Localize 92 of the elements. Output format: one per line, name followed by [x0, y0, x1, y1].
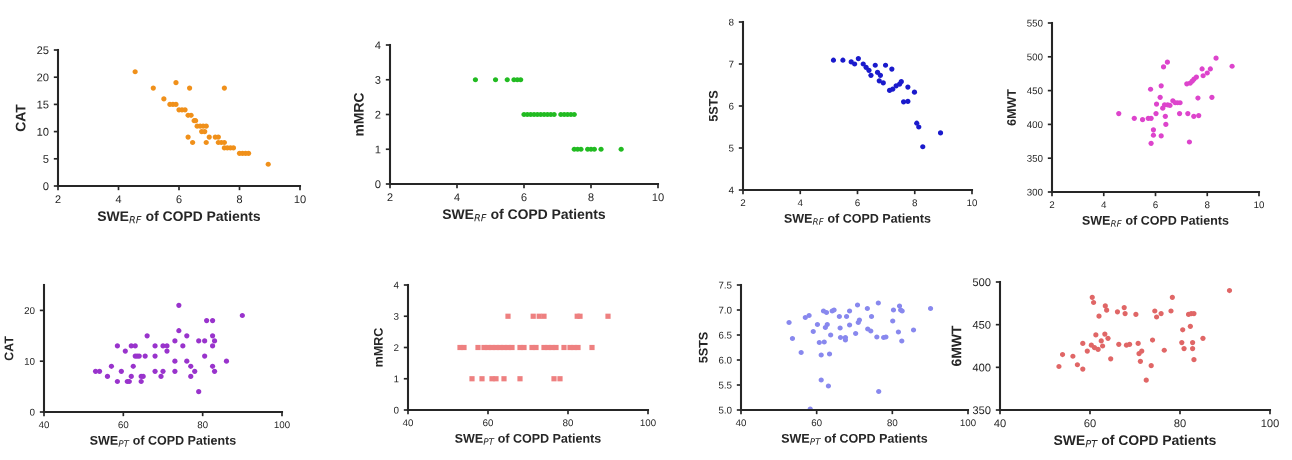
x-tick-label: 4 — [797, 199, 803, 207]
x-tick-label: 100 — [1261, 419, 1279, 428]
x-axis-title: SWE$_{PT}$ of COPD Patients — [781, 433, 928, 445]
x-tick-label: 40 — [402, 419, 414, 427]
x-tick-label: 80 — [197, 421, 208, 429]
y-tick-label: 15 — [37, 100, 49, 109]
x-tick-label: 100 — [640, 419, 656, 427]
y-tick-label: 20 — [37, 73, 49, 82]
y-tick-label: 8 — [728, 18, 734, 26]
x-axis-title: SWE$_{PT}$ of COPD Patients — [90, 435, 236, 447]
y-tick-label: 0 — [375, 180, 381, 189]
x-axis-title: SWE$_{RF}$ of COPD Patients — [784, 213, 931, 225]
y-tick-label: 0 — [393, 406, 399, 414]
y-tick-label: 6.5 — [718, 331, 732, 339]
x-tick-label: 40 — [735, 419, 747, 427]
x-tick-label: 10 — [1254, 201, 1265, 209]
y-tick-label: 350 — [1027, 154, 1043, 162]
x-tick-label: 8 — [912, 199, 918, 207]
y-tick-label: 0 — [29, 408, 35, 416]
y-axis-title: mMRC — [353, 92, 364, 136]
y-tick-label: 5.0 — [718, 406, 732, 414]
y-tick-label: 20 — [24, 307, 35, 315]
x-axis-title: SWE$_{RF}$ of COPD Patients — [1082, 215, 1229, 227]
x-axis-title: SWE$_{RF}$ of COPD Patients — [442, 208, 606, 222]
y-tick-label: 550 — [1027, 19, 1043, 27]
y-axis-title: 6MWT — [951, 325, 962, 366]
x-tick-label: 10 — [294, 195, 306, 204]
x-tick-label: 60 — [1084, 419, 1096, 428]
x-tick-label: 6 — [176, 195, 182, 204]
x-tick-label: 60 — [811, 419, 822, 427]
x-tick-label: 10 — [652, 193, 664, 202]
y-axis-title: 6MWT — [1007, 89, 1016, 126]
y-tick-label: 5 — [728, 144, 734, 152]
x-tick-label: 80 — [563, 419, 574, 427]
x-tick-label: 4 — [115, 195, 122, 204]
y-tick-label: 6 — [729, 102, 734, 110]
x-tick-label: 2 — [1049, 201, 1055, 209]
x-tick-label: 100 — [960, 419, 976, 427]
x-tick-label: 2 — [55, 195, 61, 204]
y-tick-label: 400 — [1026, 121, 1043, 129]
y-tick-label: 300 — [1027, 188, 1043, 196]
x-tick-label: 40 — [38, 421, 50, 429]
y-tick-label: 10 — [24, 357, 35, 365]
x-tick-label: 8 — [236, 195, 243, 204]
y-tick-label: 4 — [375, 41, 381, 50]
y-tick-label: 3 — [375, 76, 381, 84]
x-tick-label: 60 — [483, 419, 494, 427]
x-axis-title: SWE$_{PT}$ of COPD Patients — [455, 433, 601, 445]
y-tick-label: 500 — [972, 278, 991, 287]
x-tick-label: 8 — [588, 193, 594, 202]
y-tick-label: 450 — [1026, 87, 1043, 95]
y-tick-label: 2 — [394, 344, 399, 352]
y-axis-title: mMRC — [373, 328, 383, 367]
x-tick-label: 8 — [1204, 201, 1210, 209]
y-tick-label: 450 — [972, 320, 991, 329]
y-tick-label: 1 — [375, 145, 381, 154]
y-tick-label: 10 — [37, 127, 49, 136]
y-tick-label: 400 — [972, 363, 991, 372]
x-tick-label: 80 — [1174, 419, 1186, 428]
y-tick-label: 25 — [37, 46, 49, 55]
y-tick-label: 7 — [729, 60, 734, 68]
x-tick-label: 4 — [454, 193, 460, 202]
x-tick-label: 80 — [887, 419, 898, 427]
x-tick-label: 2 — [740, 199, 746, 207]
x-axis-title: SWE$_{PT}$ of COPD Patients — [1053, 434, 1216, 448]
y-tick-label: 1 — [394, 375, 399, 383]
y-axis-title: CAT — [15, 104, 26, 132]
y-axis-title: CAT — [4, 336, 14, 361]
y-tick-label: 4 — [728, 186, 734, 194]
y-tick-label: 500 — [1027, 53, 1043, 61]
y-tick-label: 7.0 — [718, 306, 732, 314]
x-tick-label: 4 — [1101, 201, 1107, 209]
y-tick-label: 5 — [43, 155, 49, 163]
y-tick-label: 5.5 — [718, 381, 732, 389]
y-tick-label: 350 — [972, 406, 991, 415]
y-tick-label: 0 — [43, 182, 49, 191]
x-tick-label: 60 — [118, 421, 129, 429]
y-tick-label: 6.0 — [718, 356, 732, 364]
y-tick-label: 4 — [393, 281, 399, 289]
y-tick-label: 3 — [393, 312, 399, 320]
x-tick-label: 2 — [387, 193, 393, 202]
y-tick-label: 7.5 — [718, 281, 732, 289]
x-tick-label: 6 — [1153, 201, 1158, 209]
y-axis-title: 5STS — [708, 90, 718, 122]
y-tick-label: 2 — [375, 110, 381, 119]
x-tick-label: 10 — [967, 199, 978, 207]
x-tick-label: 6 — [521, 193, 527, 202]
x-tick-label: 6 — [855, 199, 860, 207]
x-tick-label: 40 — [994, 419, 1006, 428]
x-axis-title: SWE$_{RF}$ of COPD Patients — [97, 210, 261, 224]
x-tick-label: 100 — [274, 421, 290, 429]
y-axis-title: 5STS — [698, 332, 708, 363]
